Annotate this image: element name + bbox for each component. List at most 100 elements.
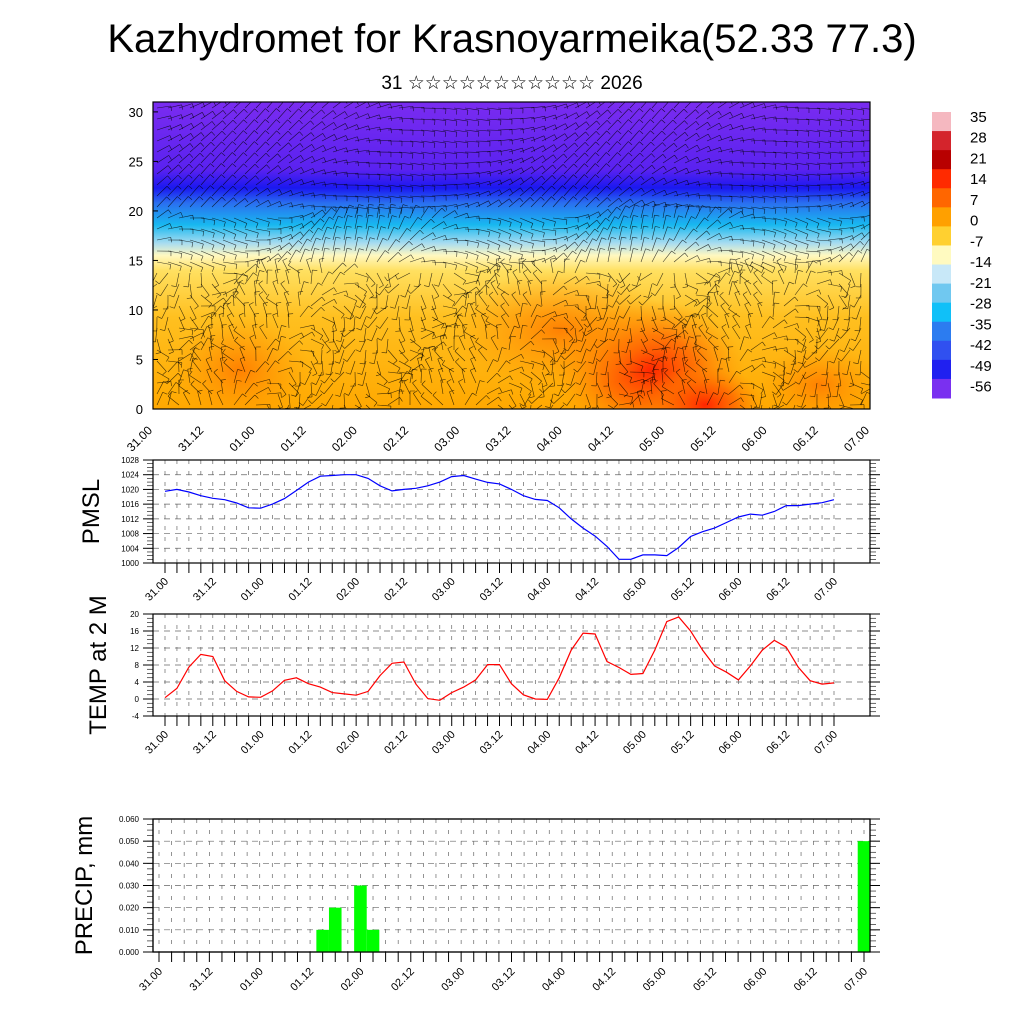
wind-vector (836, 382, 840, 397)
wind-barb (809, 339, 814, 343)
wind-vector (805, 260, 814, 274)
wind-vector (662, 215, 667, 230)
wind-vector (420, 368, 422, 384)
wind-barb (255, 98, 259, 102)
wind-vector (420, 246, 435, 252)
wind-vector (626, 316, 631, 331)
wind-vector (299, 192, 314, 197)
wind-vector (849, 272, 856, 287)
wind-vector (420, 184, 435, 187)
x-tick-label: 04.00 (525, 576, 553, 604)
wind-vector (310, 109, 322, 120)
wind-vector (541, 114, 556, 120)
wind-vector (299, 132, 312, 142)
wind-barb (343, 392, 349, 396)
wind-vector (585, 141, 596, 153)
wind-barb (470, 301, 475, 305)
wind-vector (211, 239, 226, 246)
wind-vector (167, 124, 181, 131)
wind-barb (367, 208, 370, 214)
wind-vector (816, 217, 831, 223)
wind-barb (243, 174, 248, 179)
wind-vector (563, 122, 577, 131)
wind-barb (544, 116, 547, 122)
wind-vector (321, 102, 330, 109)
wind-barb (553, 393, 559, 397)
wind-vector (662, 238, 670, 252)
wind-barb (840, 142, 843, 148)
wind-barb (155, 352, 161, 355)
wind-barb (812, 260, 818, 264)
wind-vector (462, 325, 466, 340)
wind-vector (706, 183, 721, 186)
wind-vector (453, 202, 468, 208)
wind-vector (431, 333, 446, 340)
wind-barb (796, 350, 802, 353)
wind-barb (704, 217, 709, 222)
wind-barb (479, 380, 485, 383)
wind-barb (874, 190, 876, 195)
wind-vector (596, 217, 606, 230)
wind-vector (332, 102, 342, 109)
wind-barb (433, 154, 436, 160)
wind-barb (682, 346, 688, 348)
wind-barb (477, 242, 479, 248)
wind-barb (810, 270, 816, 273)
wind-vector (596, 248, 601, 263)
wind-barb (509, 198, 513, 204)
wind-vector (579, 371, 587, 385)
wind-vector (365, 226, 370, 241)
wind-barb (485, 324, 491, 326)
wind-vector (744, 260, 752, 274)
wind-barb (378, 285, 384, 288)
wind-barb (390, 103, 393, 109)
wind-vector (860, 239, 870, 252)
wind-vector (662, 166, 676, 175)
wind-barb (595, 185, 600, 190)
wind-barb (551, 196, 556, 201)
wind-vector (387, 227, 395, 241)
wind-barb (760, 389, 764, 395)
wind-vector (684, 169, 699, 175)
wind-vector (387, 204, 392, 219)
wind-barb (183, 286, 189, 288)
wind-vector (629, 204, 636, 219)
wind-barb (496, 324, 502, 326)
wind-vector (508, 366, 523, 373)
wind-vector (332, 159, 347, 164)
wind-vector (585, 102, 597, 109)
wind-vector (387, 173, 402, 177)
wind-barb (371, 249, 377, 252)
wind-barb (478, 216, 480, 222)
wind-barb (606, 141, 611, 146)
wind-barb (667, 226, 673, 229)
wind-vector (222, 352, 235, 362)
wind-vector (860, 171, 870, 175)
wind-barb (428, 206, 434, 210)
wind-barb (583, 323, 588, 328)
wind-vector (272, 314, 279, 329)
wind-vector (849, 250, 859, 263)
wind-barb (432, 391, 437, 396)
wind-vector (580, 382, 587, 396)
wind-barb (287, 119, 292, 124)
wind-vector (464, 239, 479, 244)
wind-barb (430, 218, 435, 223)
wind-vector (189, 358, 194, 373)
wind-vector (332, 147, 347, 153)
wind-vector (772, 151, 787, 154)
wind-barb (530, 223, 534, 229)
wind-barb (612, 226, 618, 229)
wind-vector (706, 134, 720, 142)
wind-vector (519, 371, 533, 380)
wind-barb (466, 253, 468, 259)
wind-vector (684, 228, 694, 241)
wind-vector (761, 128, 776, 131)
wind-barb (375, 325, 381, 329)
wind-vector (213, 372, 224, 384)
wind-vector (838, 227, 853, 230)
wind-barb (277, 153, 282, 158)
wind-barb (848, 252, 853, 257)
wind-barb (637, 389, 643, 392)
colorbar-label: -49 (970, 358, 992, 375)
